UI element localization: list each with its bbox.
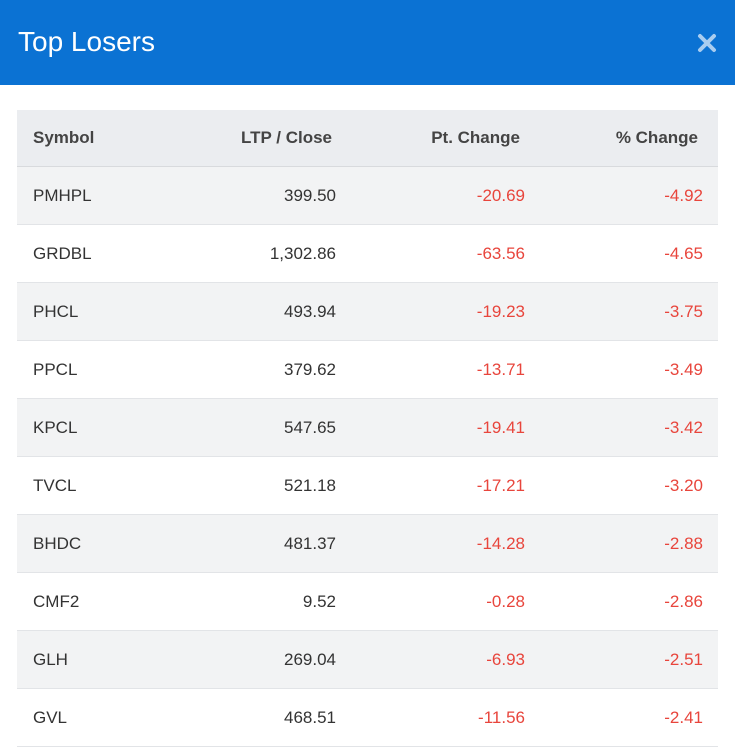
column-header: LTP / Close	[240, 128, 332, 147]
table-cell: GLH	[33, 649, 68, 669]
table-row: BHDC 481.37 -14.28 -2.88	[17, 515, 718, 573]
table-cell: -19.23	[476, 301, 525, 321]
table-cell: 9.52	[302, 591, 336, 611]
table-cell: PPCL	[33, 359, 78, 379]
table-cell: PHCL	[33, 301, 79, 321]
table-cell: -3.49	[664, 359, 703, 379]
table-cell: -4.92	[664, 185, 703, 205]
table-cell: GRDBL	[33, 243, 92, 263]
table-cell: -3.75	[664, 301, 703, 321]
table-cell: 493.94	[284, 301, 336, 321]
table-cell: -13.71	[476, 359, 525, 379]
table-cell: -6.93	[486, 649, 525, 669]
table-cell: -14.28	[476, 533, 525, 553]
table-row: GRDBL 1,302.86 -63.56 -4.65	[17, 225, 718, 283]
column-header: Pt. Change	[431, 128, 520, 147]
column-header: % Change	[615, 128, 698, 147]
table-cell: -4.65	[664, 243, 703, 263]
table-cell: BHDC	[33, 533, 82, 553]
column-header: Symbol	[33, 128, 95, 147]
table-cell: 1,302.86	[269, 243, 336, 263]
modal-title: Top Losers	[18, 26, 155, 57]
modal-header: Top Losers	[0, 0, 735, 85]
table-cell: -3.42	[664, 417, 703, 437]
table-row: CMF2 9.52 -0.28 -2.86	[17, 573, 718, 631]
table-cell: 521.18	[284, 475, 336, 495]
table-cell: 379.62	[284, 359, 336, 379]
table-cell: -17.21	[476, 475, 525, 495]
table-row: TVCL 521.18 -17.21 -3.20	[17, 457, 718, 515]
table-cell: -11.56	[478, 707, 525, 727]
header-row: Symbol LTP / Close Pt. Change % Change	[17, 110, 718, 167]
table-cell: 468.51	[284, 707, 336, 727]
table-cell: -2.51	[664, 649, 703, 669]
table-cell: 481.37	[284, 533, 336, 553]
table-cell: -2.41	[664, 707, 703, 727]
table-row: GVL 468.51 -11.56 -2.41	[17, 689, 718, 747]
losers-table: Symbol LTP / Close Pt. Change % Change PMHPL…	[17, 110, 718, 747]
table-cell: 547.65	[284, 417, 336, 437]
table-cell: -2.88	[664, 533, 703, 553]
table-cell: GVL	[33, 707, 68, 727]
table-cell: KPCL	[33, 417, 78, 437]
table-row: PMHPL 399.50 -20.69 -4.92	[17, 167, 718, 225]
table-cell: 399.50	[284, 185, 336, 205]
table-cell: -0.28	[486, 591, 525, 611]
table-cell: 269.04	[284, 649, 336, 669]
table-cell: TVCL	[33, 475, 77, 495]
table-cell: -19.41	[476, 417, 525, 437]
table-row: PHCL 493.94 -19.23 -3.75	[17, 283, 718, 341]
table-cell: -20.69	[476, 185, 525, 205]
close-button[interactable]	[697, 33, 717, 53]
table-cell: -63.56	[476, 243, 525, 263]
table-row: GLH 269.04 -6.93 -2.51	[17, 631, 718, 689]
table-cell: -3.20	[664, 475, 703, 495]
table-row: KPCL 547.65 -19.41 -3.42	[17, 399, 718, 457]
table-row: PPCL 379.62 -13.71 -3.49	[17, 341, 718, 399]
table-cell: CMF2	[33, 591, 80, 611]
table-cell: -2.86	[664, 591, 703, 611]
table-cell: PMHPL	[33, 185, 92, 205]
